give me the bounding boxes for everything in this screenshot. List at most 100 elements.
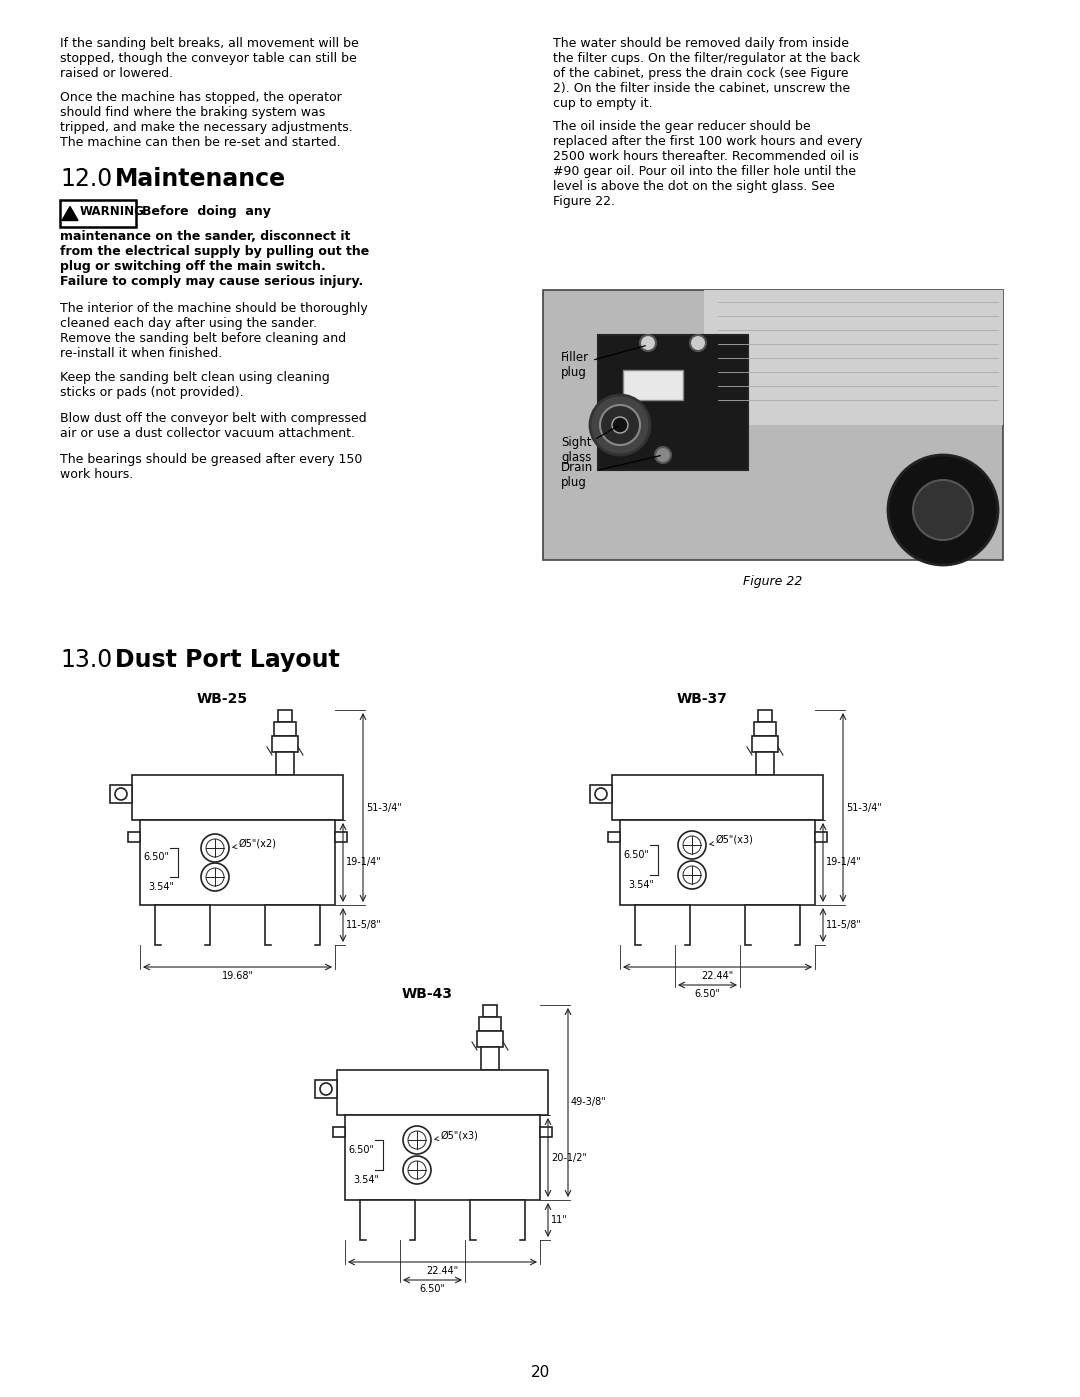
- Text: The bearings should be greased after every 150
work hours.: The bearings should be greased after eve…: [60, 453, 363, 481]
- Text: 6.50": 6.50": [623, 849, 649, 861]
- Text: Figure 22: Figure 22: [743, 576, 802, 588]
- Circle shape: [206, 868, 224, 886]
- Bar: [483, 1004, 497, 1017]
- Text: Before  doing  any: Before doing any: [141, 205, 271, 218]
- Bar: [360, 1200, 415, 1241]
- Bar: [278, 710, 292, 722]
- Bar: [315, 1080, 337, 1098]
- Text: 20: 20: [530, 1365, 550, 1380]
- Text: 22.44": 22.44": [701, 971, 733, 981]
- Circle shape: [913, 481, 973, 541]
- Bar: [60, 200, 136, 226]
- Circle shape: [678, 831, 706, 859]
- Text: 19-1/4": 19-1/4": [346, 858, 381, 868]
- Polygon shape: [62, 207, 78, 221]
- Circle shape: [640, 335, 656, 351]
- Bar: [480, 1017, 501, 1031]
- Text: Ø5"(x3): Ø5"(x3): [435, 1130, 478, 1140]
- Text: 20-1/2": 20-1/2": [551, 1153, 588, 1162]
- Bar: [752, 736, 778, 752]
- Text: Ø5"(x3): Ø5"(x3): [710, 835, 754, 845]
- Bar: [272, 736, 298, 752]
- Bar: [129, 833, 140, 842]
- Bar: [335, 833, 347, 842]
- Text: 51-3/4": 51-3/4": [846, 802, 882, 813]
- Bar: [276, 752, 294, 775]
- Bar: [337, 1070, 548, 1115]
- Text: Blow dust off the conveyor belt with compressed
air or use a dust collector vacu: Blow dust off the conveyor belt with com…: [60, 412, 366, 440]
- Circle shape: [403, 1155, 431, 1185]
- Bar: [623, 370, 683, 400]
- Text: 3.54": 3.54": [353, 1175, 379, 1185]
- Text: 49-3/8": 49-3/8": [571, 1098, 607, 1108]
- Text: The interior of the machine should be thoroughly
cleaned each day after using th: The interior of the machine should be th…: [60, 302, 368, 360]
- Bar: [156, 905, 210, 944]
- Bar: [608, 833, 620, 842]
- Text: The water should be removed daily from inside
the filter cups. On the filter/reg: The water should be removed daily from i…: [553, 36, 860, 110]
- Circle shape: [683, 835, 701, 854]
- Bar: [815, 833, 827, 842]
- Circle shape: [201, 863, 229, 891]
- Text: 6.50": 6.50": [143, 852, 168, 862]
- Circle shape: [595, 788, 607, 800]
- Bar: [590, 785, 612, 803]
- Bar: [745, 905, 800, 944]
- Bar: [758, 710, 772, 722]
- Circle shape: [888, 455, 998, 564]
- Circle shape: [408, 1132, 426, 1148]
- Bar: [333, 1127, 345, 1137]
- Text: WARNING: WARNING: [80, 205, 145, 218]
- Bar: [273, 914, 312, 947]
- Text: Drain
plug: Drain plug: [561, 455, 660, 489]
- Text: Sight
glass: Sight glass: [561, 426, 618, 464]
- Circle shape: [408, 1161, 426, 1179]
- Bar: [540, 1127, 552, 1137]
- Text: 22.44": 22.44": [427, 1266, 459, 1275]
- Bar: [132, 775, 343, 820]
- Bar: [477, 1031, 503, 1046]
- Circle shape: [690, 335, 706, 351]
- Bar: [481, 1046, 499, 1070]
- Circle shape: [114, 788, 127, 800]
- Text: The oil inside the gear reducer should be
replaced after the first 100 work hour: The oil inside the gear reducer should b…: [553, 120, 862, 208]
- Circle shape: [612, 416, 627, 433]
- Text: Ø5"(x2): Ø5"(x2): [233, 838, 276, 848]
- Circle shape: [201, 834, 229, 862]
- Circle shape: [678, 861, 706, 888]
- Bar: [470, 1200, 525, 1241]
- Bar: [704, 291, 1003, 425]
- Bar: [620, 820, 815, 905]
- Circle shape: [590, 395, 650, 455]
- Bar: [274, 722, 296, 736]
- Circle shape: [683, 866, 701, 884]
- Text: 6.50": 6.50": [694, 989, 720, 999]
- Text: maintenance on the sander, disconnect it
from the electrical supply by pulling o: maintenance on the sander, disconnect it…: [60, 231, 369, 288]
- Circle shape: [206, 840, 224, 856]
- Text: Maintenance: Maintenance: [114, 168, 286, 191]
- Text: WB-37: WB-37: [677, 692, 728, 705]
- Text: 13.0: 13.0: [60, 648, 112, 672]
- Bar: [598, 335, 748, 469]
- Text: 19.68": 19.68": [221, 971, 254, 981]
- Text: Keep the sanding belt clean using cleaning
sticks or pads (not provided).: Keep the sanding belt clean using cleani…: [60, 372, 329, 400]
- Bar: [756, 752, 774, 775]
- Text: 11": 11": [551, 1215, 568, 1225]
- Bar: [643, 914, 681, 947]
- Bar: [753, 914, 792, 947]
- Text: 19-1/4": 19-1/4": [826, 858, 862, 868]
- Bar: [163, 914, 202, 947]
- Bar: [543, 291, 1003, 560]
- Text: 11-5/8": 11-5/8": [826, 921, 862, 930]
- Text: Filler
plug: Filler plug: [561, 345, 646, 379]
- Bar: [140, 820, 335, 905]
- Text: If the sanding belt breaks, all movement will be
stopped, though the conveyor ta: If the sanding belt breaks, all movement…: [60, 36, 359, 80]
- Bar: [612, 775, 823, 820]
- Text: 6.50": 6.50": [348, 1146, 374, 1155]
- Bar: [635, 905, 690, 944]
- Text: WB-25: WB-25: [197, 692, 248, 705]
- Bar: [110, 785, 132, 803]
- Text: WB-43: WB-43: [402, 988, 453, 1002]
- Circle shape: [403, 1126, 431, 1154]
- Text: 6.50": 6.50": [419, 1284, 446, 1294]
- Text: 11-5/8": 11-5/8": [346, 921, 382, 930]
